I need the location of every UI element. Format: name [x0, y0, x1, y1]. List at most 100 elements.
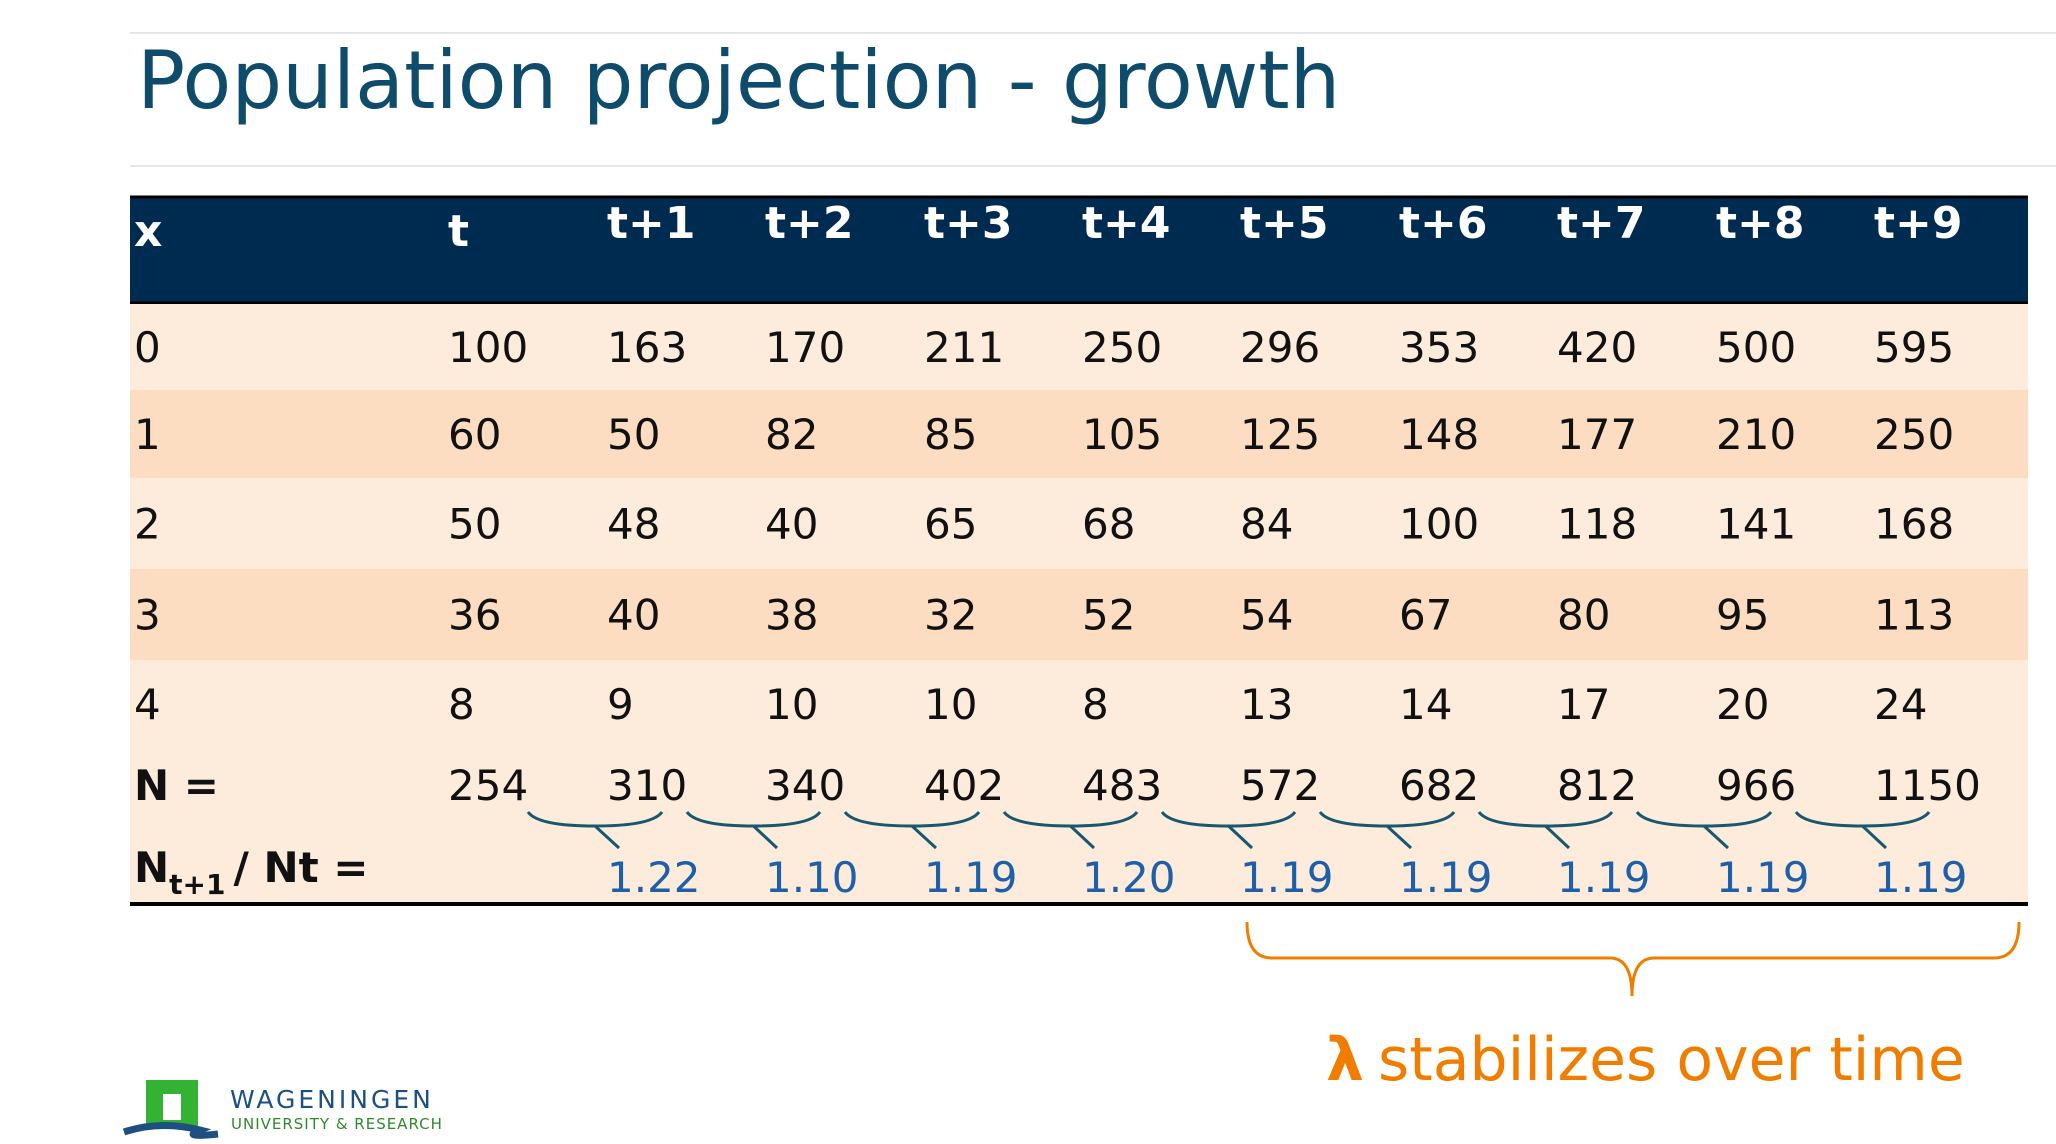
table-cell: 84 — [1240, 500, 1293, 549]
table-cell: 2 — [134, 500, 161, 549]
ratio-label-part: N — [134, 843, 169, 892]
n-value: 340 — [765, 761, 845, 810]
table-cell: 54 — [1240, 591, 1293, 640]
table-cell: 148 — [1399, 410, 1479, 459]
table-cell: 113 — [1874, 591, 1954, 640]
table-cell: 420 — [1557, 323, 1637, 372]
table-cell: 68 — [1082, 500, 1135, 549]
column-header: t+6 — [1399, 198, 1488, 249]
table-cell: 500 — [1716, 323, 1796, 372]
table-header — [130, 196, 2028, 302]
table-cell: 60 — [448, 410, 501, 459]
table-cell: 50 — [607, 410, 660, 459]
table-cell: 353 — [1399, 323, 1479, 372]
table-cell: 13 — [1240, 680, 1293, 729]
column-header: x — [134, 206, 162, 257]
table-cell: 211 — [924, 323, 1004, 372]
table-cell: 118 — [1557, 500, 1637, 549]
table-cell: 14 — [1399, 680, 1452, 729]
ratio-label-part: / Nt = — [233, 843, 368, 892]
ratio-value: 1.19 — [1557, 853, 1651, 902]
ratio-value: 1.19 — [924, 853, 1018, 902]
table-cell: 95 — [1716, 591, 1769, 640]
ratio-connector — [1160, 810, 1297, 850]
row-background — [130, 824, 2028, 903]
table-cell: 9 — [607, 680, 634, 729]
ratio-value: 1.20 — [1082, 853, 1176, 902]
column-header: t+1 — [607, 198, 696, 249]
n-value: 572 — [1240, 761, 1320, 810]
logo-name: WAGENINGEN — [230, 1085, 434, 1114]
table-cell: 168 — [1874, 500, 1954, 549]
table-cell: 67 — [1399, 591, 1452, 640]
table-cell: 10 — [924, 680, 977, 729]
table-cell: 40 — [607, 591, 660, 640]
ratio-connector — [1002, 810, 1139, 850]
n-value: 310 — [607, 761, 687, 810]
ratio-connector — [1794, 810, 1931, 850]
ratio-connector — [1318, 810, 1456, 850]
row-background — [130, 569, 2028, 660]
table-cell: 80 — [1557, 591, 1610, 640]
table-cell: 250 — [1082, 323, 1162, 372]
table-cell: 85 — [924, 410, 977, 459]
table-cell: 8 — [448, 680, 475, 729]
column-header: t+5 — [1240, 198, 1329, 249]
n-value: 966 — [1716, 761, 1796, 810]
table-cell: 177 — [1557, 410, 1637, 459]
table-cell: 163 — [607, 323, 687, 372]
table-cell: 0 — [134, 323, 161, 372]
n-row-label: N = — [134, 761, 219, 810]
logo-wave — [122, 1121, 219, 1139]
row-background — [130, 478, 2028, 569]
n-value: 254 — [448, 761, 528, 810]
table-cell: 32 — [924, 591, 977, 640]
table-cell: 141 — [1716, 500, 1796, 549]
ratio-value: 1.22 — [607, 853, 701, 902]
row-background — [130, 390, 2028, 478]
table-cell: 48 — [607, 500, 660, 549]
n-value: 812 — [1557, 761, 1637, 810]
column-header: t+8 — [1716, 198, 1805, 249]
ratio-connector — [685, 810, 822, 850]
table-cell: 125 — [1240, 410, 1320, 459]
annotation: λ stabilizes over time — [1326, 1025, 1965, 1095]
ratio-value: 1.19 — [1874, 853, 1968, 902]
table-cell: 105 — [1082, 410, 1162, 459]
table-cell: 38 — [765, 591, 818, 640]
logo-gate — [163, 1094, 181, 1120]
ratio-connector — [1635, 810, 1773, 850]
ratio-value: 1.19 — [1240, 853, 1334, 902]
column-header: t+4 — [1082, 198, 1171, 249]
annotation-text: stabilizes over time — [1378, 1025, 1965, 1095]
logo: WAGENINGEN UNIVERSITY & RESEARCH — [122, 1080, 443, 1139]
table-cell: 1 — [134, 410, 161, 459]
ratio-connector — [1477, 810, 1614, 850]
logo-subtitle: UNIVERSITY & RESEARCH — [231, 1115, 443, 1133]
table-cell: 4 — [134, 680, 161, 729]
table-cell: 17 — [1557, 680, 1610, 729]
table-cell: 296 — [1240, 323, 1320, 372]
table-cell: 65 — [924, 500, 977, 549]
table-cell: 170 — [765, 323, 845, 372]
table-cell: 3 — [134, 591, 161, 640]
column-header: t+2 — [765, 198, 854, 249]
row-background — [130, 748, 2028, 824]
column-header: t+9 — [1874, 198, 1963, 249]
n-value: 1150 — [1874, 761, 1981, 810]
table-cell: 50 — [448, 500, 501, 549]
table-cell: 210 — [1716, 410, 1796, 459]
n-value: 682 — [1399, 761, 1479, 810]
table-cell: 52 — [1082, 591, 1135, 640]
ratio-value: 1.19 — [1716, 853, 1810, 902]
table-cell: 8 — [1082, 680, 1109, 729]
table-cell: 10 — [765, 680, 818, 729]
table-cell: 595 — [1874, 323, 1954, 372]
column-header: t+7 — [1557, 198, 1646, 249]
table-cell: 100 — [1399, 500, 1479, 549]
title: Population projection - growth — [137, 34, 1340, 127]
ratio-value: 1.19 — [1399, 853, 1493, 902]
row-background — [130, 660, 2028, 748]
brace — [1245, 921, 2021, 997]
